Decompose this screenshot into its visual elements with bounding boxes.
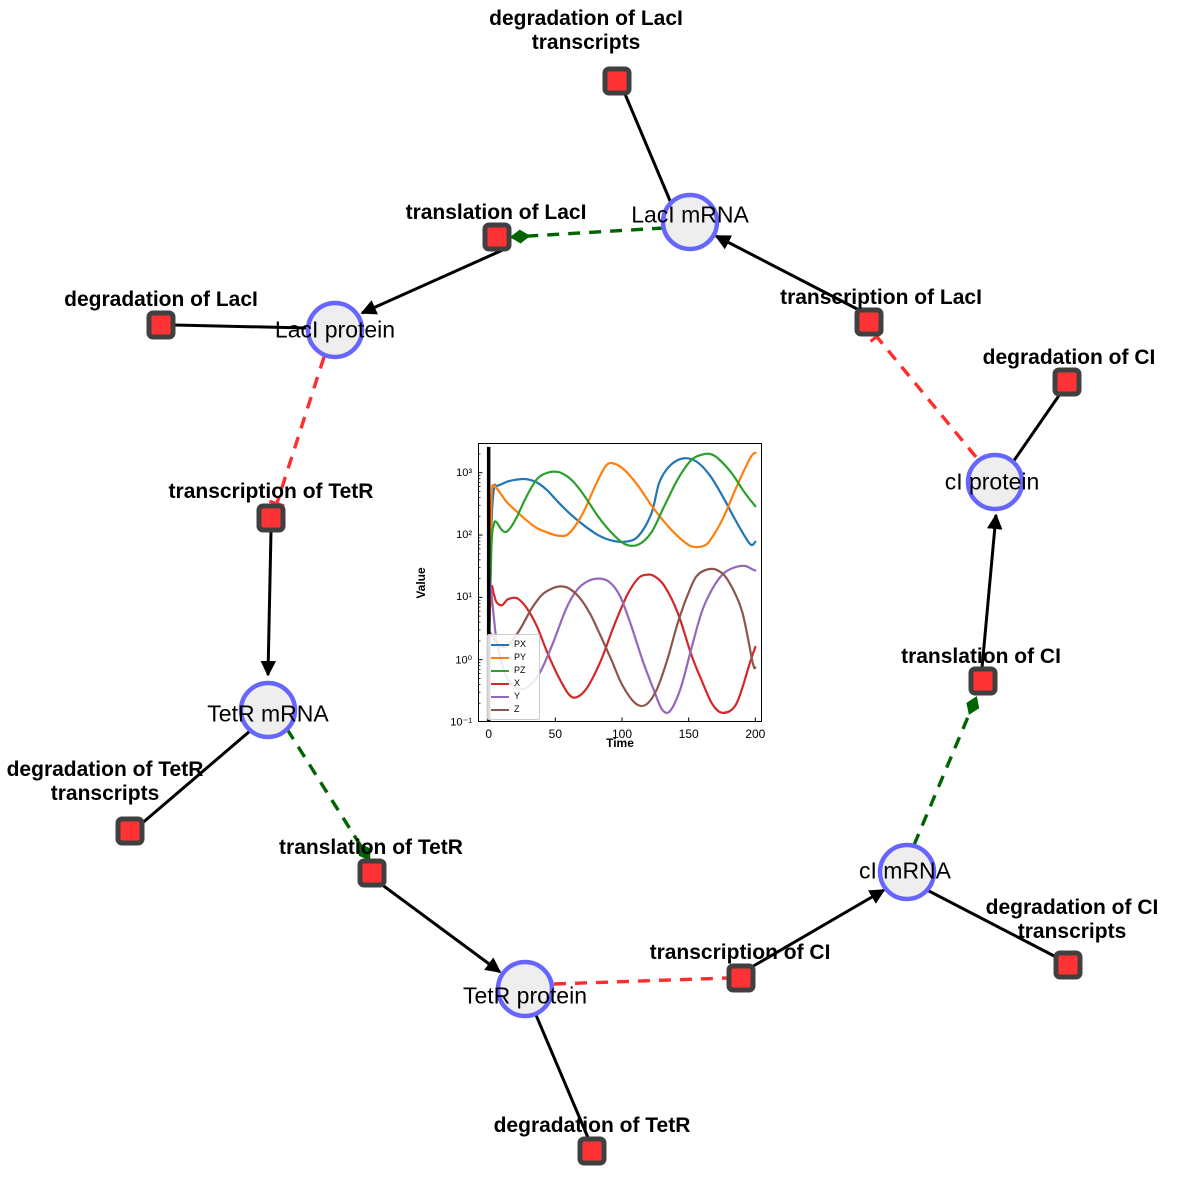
reaction-node-deg-laci[interactable] [146,310,176,340]
reaction-node-deg-tetr[interactable] [577,1136,607,1166]
y-tick-label: 10⁰ [455,654,472,667]
edge-laci-mrna-to-deg-laci-transcripts [623,93,673,204]
edge-tetr-protein-to-deg-tetr [534,1014,591,1141]
legend-item-z: Z [491,703,536,716]
legend-label-z: Z [514,704,520,714]
edge-group-substrate-product [139,93,1062,1141]
species-node-laci-mrna[interactable] [660,192,720,252]
species-node-ci-mrna[interactable] [877,842,937,902]
edge-group-inhibition [268,330,978,986]
edge-laci-protein-to-deg-laci [173,323,308,330]
edge-transcription-ci-to-ci-mrna [749,888,886,970]
x-tick-label: 50 [548,727,563,741]
reaction-node-transcription-ci[interactable] [726,963,756,993]
legend-item-px: PX [491,638,536,651]
plot-legend: PX PY PZ X Y Z [487,634,540,720]
x-tick-label: 200 [745,727,766,741]
species-node-laci-protein[interactable] [305,300,365,360]
edge-translation-tetr-to-tetr-protein [380,882,502,974]
legend-swatch-pz [491,669,509,672]
edge-ci-mrna-to-deg-ci-transcripts [926,888,1059,960]
edge-catalysis-laci-mrna-translation [509,226,665,244]
reaction-node-translation-ci[interactable] [968,666,998,696]
edge-group-catalysis [285,226,980,861]
species-node-group [238,192,1025,1019]
edge-inhibition-laci-protein-transcription-tetr [268,356,326,508]
legend-swatch-x [491,682,509,685]
legend-label-px: PX [514,639,527,649]
legend-item-y: Y [491,690,536,703]
legend-label-y: Y [514,691,521,701]
edge-translation-ci-to-ci-protein [980,513,1003,669]
x-axis-title: Time [606,736,634,750]
plot-line-py [487,451,757,680]
reaction-node-transcription-tetr[interactable] [256,503,286,533]
edge-translation-laci-to-laci-protein [360,247,506,315]
legend-swatch-py [491,656,509,659]
legend-item-pz: PZ [491,664,536,677]
edge-tetr-mrna-to-deg-tetr-transcripts [139,729,251,827]
edge-transcription-laci-to-laci-mrna [714,234,862,313]
reaction-node-translation-laci[interactable] [482,222,512,252]
legend-swatch-z [491,708,509,711]
x-tick-label: 0 [485,727,492,741]
x-tick-label: 100 [611,727,633,741]
y-tick-label: 10¹ [456,591,472,604]
legend-swatch-px [491,643,509,646]
plot-tick-marks [478,443,756,722]
x-tick-label: 150 [678,727,699,741]
plot-line-px [487,457,757,680]
edge-catalysis-tetr-mrna-translation [285,728,371,861]
legend-item-x: X [491,677,536,690]
reaction-node-deg-laci-transcripts[interactable] [602,66,632,96]
plot-line-pz [487,452,757,680]
legend-swatch-y [491,695,509,698]
reaction-node-deg-ci-transcripts[interactable] [1053,950,1083,980]
plot-axes-svg [478,443,762,722]
edge-catalysis-ci-mrna-translation [912,696,980,846]
y-tick-label: 10⁻¹ [450,716,472,729]
reaction-node-deg-ci[interactable] [1052,367,1082,397]
edge-transcription-tetr-to-tetr-mrna [260,530,277,677]
legend-label-py: PY [514,652,527,662]
legend-item-py: PY [491,651,536,664]
legend-label-pz: PZ [514,665,526,675]
edge-inhibition-tetr-protein-transcription-ci [553,970,731,986]
y-axis-title: Value [414,567,428,599]
plot-line-z [487,567,757,708]
timecourse-plot [478,443,762,722]
edge-inhibition-ci-protein-transcription-laci [869,330,978,459]
species-node-tetr-mrna[interactable] [238,680,298,740]
y-tick-label: 10² [456,529,472,542]
legend-label-x: X [514,678,521,688]
reaction-node-deg-tetr-transcripts[interactable] [115,816,145,846]
reaction-node-transcription-laci[interactable] [854,307,884,337]
species-node-tetr-protein[interactable] [495,959,555,1019]
species-node-ci-protein[interactable] [965,452,1025,512]
y-tick-label: 10³ [456,466,472,479]
plot-line-x [487,573,757,714]
edge-ci-protein-to-deg-ci [1011,393,1062,463]
reaction-node-translation-tetr[interactable] [357,858,387,888]
reaction-node-group [115,66,1083,1166]
